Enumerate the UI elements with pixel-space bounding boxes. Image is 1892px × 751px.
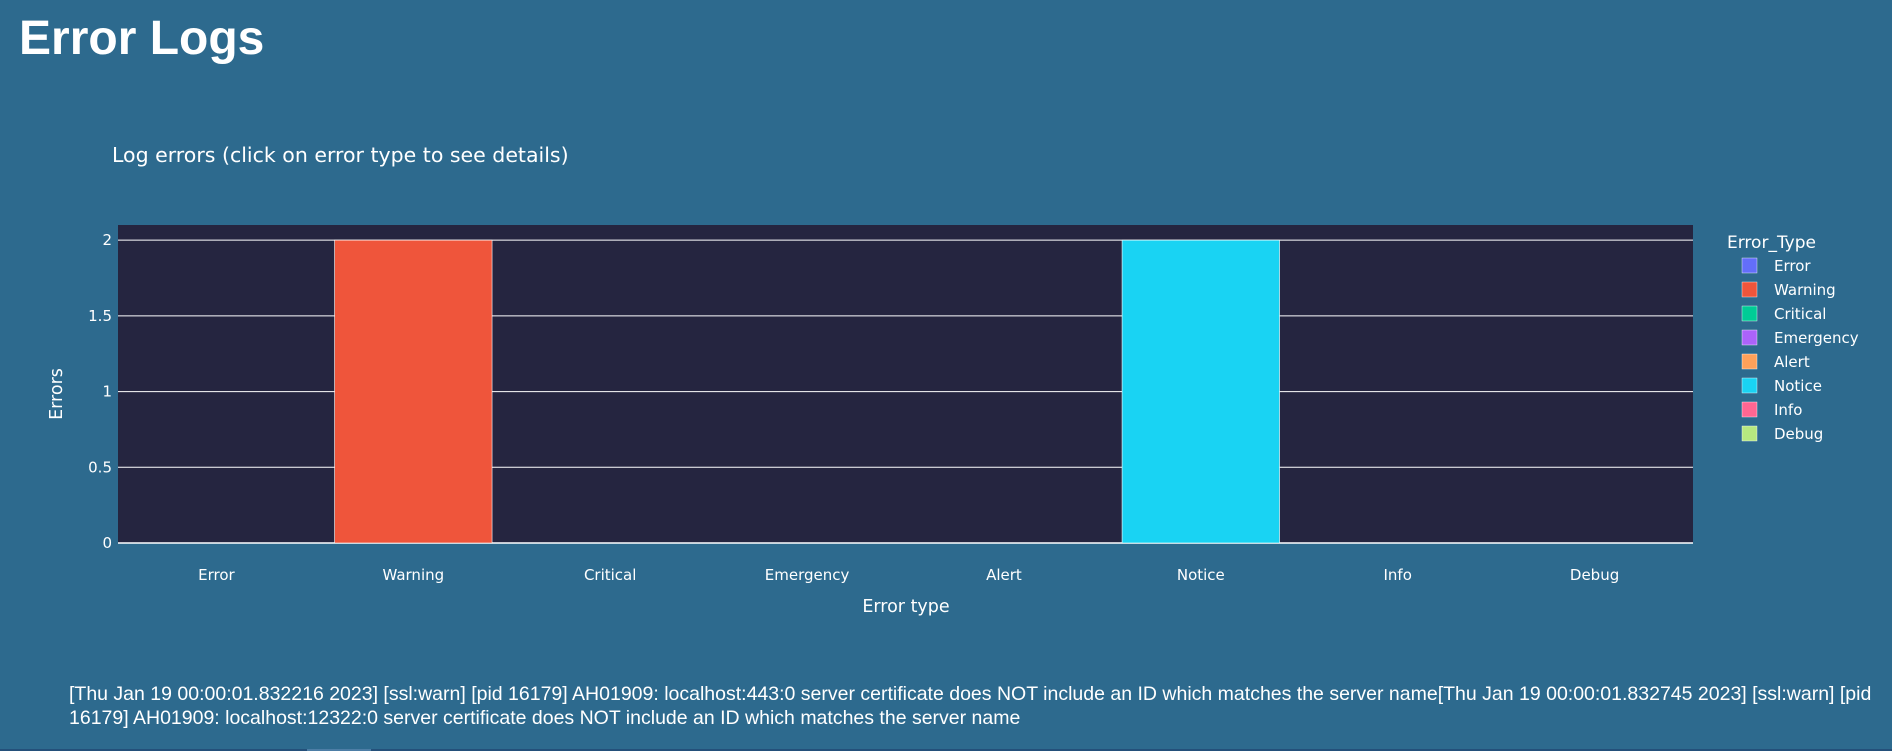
legend-label: Error bbox=[1774, 257, 1811, 275]
bar-chart-svg: Log errors (click on error type to see d… bbox=[47, 143, 1859, 617]
x-tick-label: Error bbox=[198, 566, 235, 584]
legend-label: Critical bbox=[1774, 305, 1826, 323]
x-tick-label: Warning bbox=[382, 566, 444, 584]
y-tick-label: 0 bbox=[102, 534, 112, 552]
legend-swatch bbox=[1741, 353, 1758, 370]
legend: Error_Type Error Warning Critical Emergency… bbox=[1727, 233, 1859, 443]
chart-title: Log errors (click on error type to see d… bbox=[112, 143, 569, 167]
legend-swatch bbox=[1741, 377, 1758, 394]
legend-item-warning[interactable]: Warning bbox=[1741, 281, 1836, 299]
scrollbar-thumb[interactable] bbox=[307, 749, 371, 751]
legend-label: Notice bbox=[1774, 377, 1822, 395]
bar-notice[interactable] bbox=[1121, 239, 1280, 544]
bars bbox=[334, 239, 1280, 544]
legend-item-alert[interactable]: Alert bbox=[1741, 353, 1810, 371]
x-tick-label: Notice bbox=[1177, 566, 1225, 584]
x-tick-label: Critical bbox=[584, 566, 636, 584]
legend-swatch bbox=[1741, 257, 1758, 274]
legend-swatch bbox=[1741, 329, 1758, 346]
legend-label: Warning bbox=[1774, 281, 1836, 299]
legend-item-notice[interactable]: Notice bbox=[1741, 377, 1822, 395]
legend-item-info[interactable]: Info bbox=[1741, 401, 1802, 419]
legend-swatch bbox=[1741, 305, 1758, 322]
x-tick-label: Emergency bbox=[765, 566, 850, 584]
log-details-text: [Thu Jan 19 00:00:01.832216 2023] [ssl:w… bbox=[69, 683, 1872, 729]
bar-warning[interactable] bbox=[334, 239, 493, 544]
legend-swatch bbox=[1741, 281, 1758, 298]
y-tick-label: 2 bbox=[102, 231, 112, 249]
page-title: Error Logs bbox=[19, 12, 265, 65]
legend-label: Info bbox=[1774, 401, 1802, 419]
legend-title: Error_Type bbox=[1727, 233, 1816, 253]
x-axis-label: Error type bbox=[862, 597, 949, 617]
bottom-scrollbar[interactable] bbox=[0, 749, 1892, 751]
y-tick-label: 1.5 bbox=[88, 307, 112, 325]
legend-item-emergency[interactable]: Emergency bbox=[1741, 329, 1859, 347]
legend-item-debug[interactable]: Debug bbox=[1741, 425, 1823, 443]
legend-swatch bbox=[1741, 401, 1758, 418]
legend-item-error[interactable]: Error bbox=[1741, 257, 1811, 275]
legend-label: Debug bbox=[1774, 425, 1823, 443]
legend-label: Emergency bbox=[1774, 329, 1859, 347]
legend-label: Alert bbox=[1774, 353, 1810, 371]
legend-item-critical[interactable]: Critical bbox=[1741, 305, 1826, 323]
x-tick-label: Debug bbox=[1570, 566, 1619, 584]
x-tick-label: Info bbox=[1383, 566, 1411, 584]
x-tick-labels: Error Warning Critical Emergency Alert Notice… bbox=[198, 566, 1619, 584]
error-chart: Log errors (click on error type to see d… bbox=[0, 120, 1892, 640]
x-tick-label: Alert bbox=[986, 566, 1022, 584]
y-tick-label: 1 bbox=[102, 383, 112, 401]
legend-swatch bbox=[1741, 425, 1758, 442]
y-axis-label: Errors bbox=[47, 368, 67, 420]
y-tick-label: 0.5 bbox=[88, 458, 112, 476]
legend-items: Error Warning Critical Emergency Alert Notice… bbox=[1741, 257, 1859, 443]
y-tick-labels: 0 0.5 1 1.5 2 bbox=[88, 231, 112, 552]
